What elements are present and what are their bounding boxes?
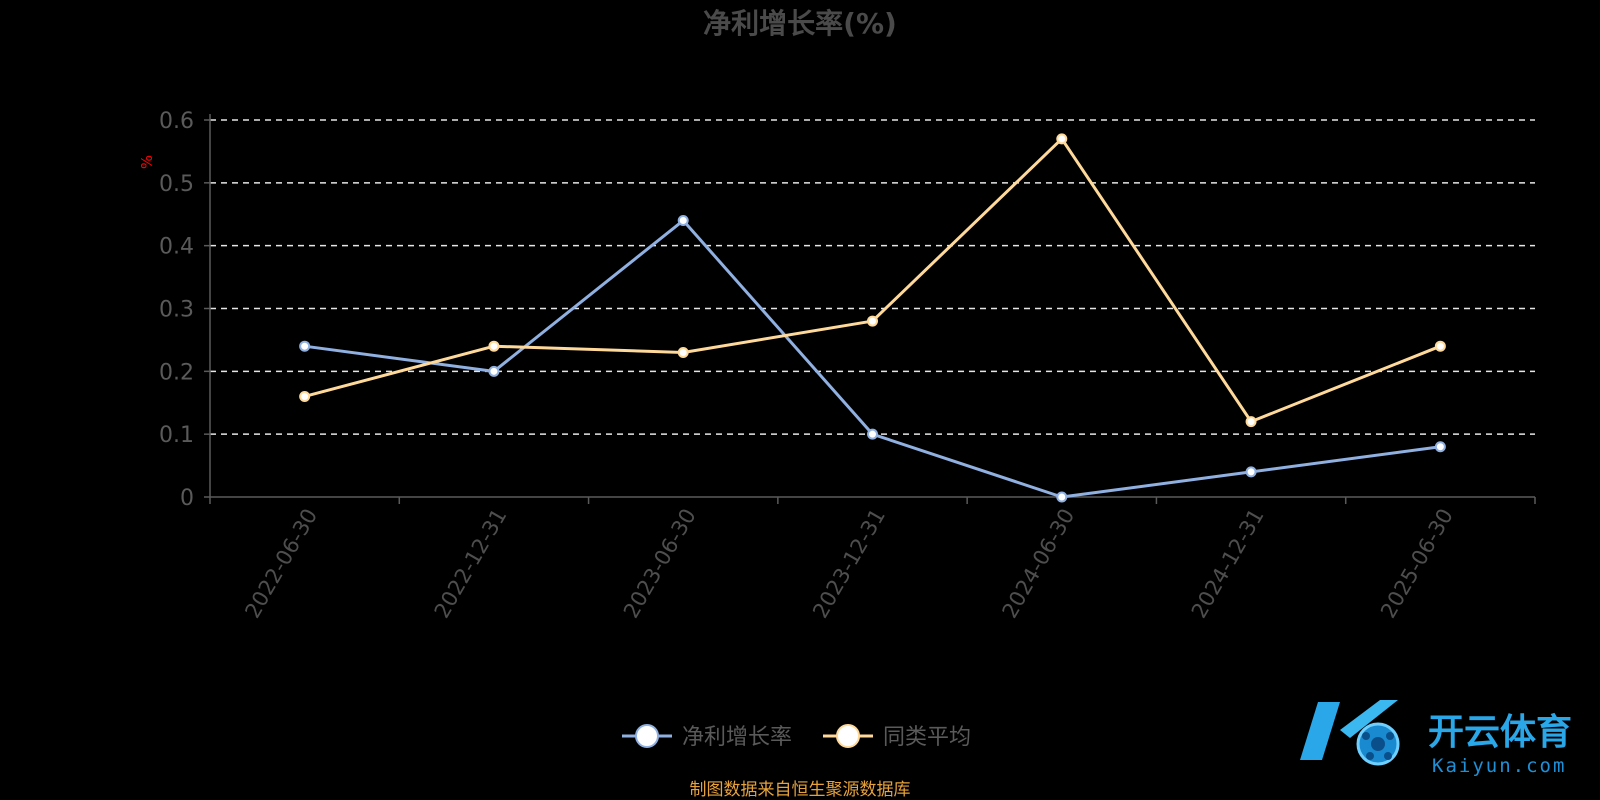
legend-label-1: 同类平均	[883, 725, 971, 750]
series-0-point-4[interactable]	[1056, 491, 1068, 503]
series-0-point-1[interactable]	[488, 365, 500, 377]
legend-item-1[interactable]: 同类平均	[823, 724, 971, 750]
watermark-logo: 开云体育 Kaiyun.com	[1300, 700, 1572, 777]
watermark-subtitle: Kaiyun.com	[1432, 755, 1566, 777]
series-0-point-6[interactable]	[1434, 441, 1446, 453]
series-1-point-1[interactable]	[488, 340, 500, 352]
series-1-point-6[interactable]	[1434, 340, 1446, 352]
series-1-point-4[interactable]	[1056, 133, 1068, 145]
x-tick-labels: 2022-06-30 2022-12-31 2023-06-30 2023-12-31…	[240, 505, 1458, 623]
series-0-point-3[interactable]	[867, 428, 878, 440]
series-0-point-5[interactable]	[1245, 466, 1257, 478]
x-tick-label-2: 2023-06-30	[619, 505, 701, 623]
series-0-point-0[interactable]	[299, 340, 311, 352]
series-line-1	[304, 137, 1441, 424]
y-tick-label-6: 0.6	[159, 109, 194, 134]
legend-swatch-marker-1	[836, 724, 860, 748]
legend-item-0[interactable]: 净利增长率	[622, 724, 792, 750]
x-tick-label-5: 2024-12-31	[1187, 505, 1269, 623]
series-1-point-2[interactable]	[677, 346, 689, 358]
y-tick-label-4: 0.4	[159, 235, 194, 260]
series-line-0	[304, 219, 1441, 499]
y-tick-label-5: 0.5	[159, 172, 194, 197]
series-0-point-2[interactable]	[677, 215, 689, 227]
series-1-point-0[interactable]	[299, 390, 311, 402]
legend-label-0: 净利增长率	[682, 725, 792, 750]
y-tick-label-3: 0.3	[159, 298, 194, 323]
series-1-point-5[interactable]	[1245, 416, 1257, 428]
data-source-note: 制图数据来自恒生聚源数据库	[690, 780, 911, 800]
x-tick-label-6: 2025-06-30	[1376, 505, 1458, 623]
k-logo-icon	[1300, 700, 1400, 766]
watermark-title: 开云体育	[1428, 712, 1572, 753]
x-tick-label-1: 2022-12-31	[430, 505, 512, 623]
legend-swatch-marker-0	[635, 724, 659, 748]
y-tick-labels: 0 0.1 0.2 0.3 0.4 0.5 0.6	[159, 109, 194, 511]
series-lines	[299, 133, 1446, 503]
y-tick-label-0: 0	[180, 486, 194, 511]
series-1-point-3[interactable]	[867, 315, 878, 327]
y-tick-label-1: 0.1	[159, 423, 194, 448]
chart-title: 净利增长率(%)	[703, 7, 897, 40]
x-tick-label-4: 2024-06-30	[998, 505, 1080, 623]
gridlines	[210, 119, 1535, 435]
axes	[204, 114, 1536, 504]
legend[interactable]: 净利增长率 同类平均	[622, 724, 971, 750]
x-tick-label-0: 2022-06-30	[240, 505, 322, 623]
y-tick-label-2: 0.2	[159, 360, 194, 385]
y-axis-unit: %	[138, 155, 156, 169]
x-tick-label-3: 2023-12-31	[808, 505, 890, 623]
